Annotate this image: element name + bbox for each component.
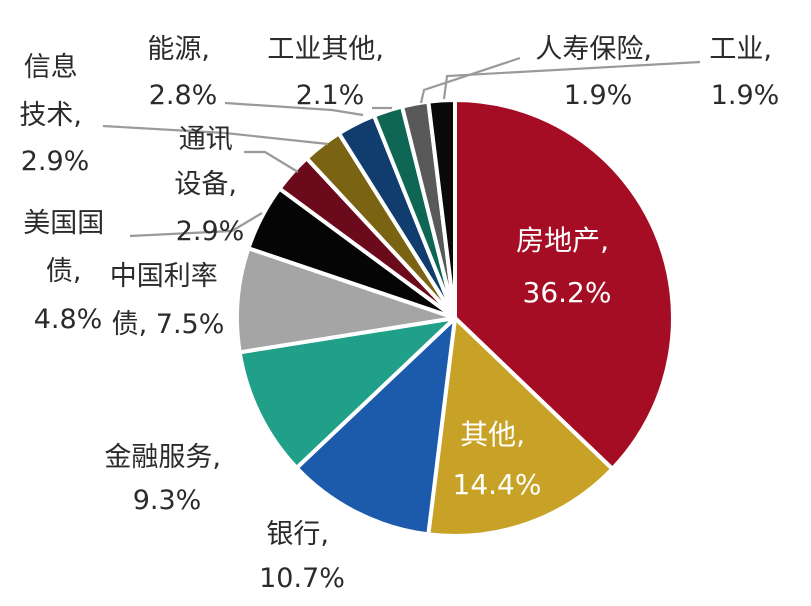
pie-slice-12 [426,98,457,320]
label-it: 信息 技术, 2.9% [19,52,90,177]
label-it-line1: 信息 [24,52,78,83]
label-telecom-value: 2.9% [176,216,245,247]
leader-telecom [244,150,299,173]
label-cn-bond-line2: 债, 7.5% [112,309,225,340]
leader-us-bond [129,212,263,238]
label-financial: 金融服务, 9.3% [104,442,229,516]
label-industry-value: 1.9% [711,80,780,111]
label-other-name: 其他, [460,418,525,451]
label-telecom-line1: 通讯 [179,124,233,155]
label-real-estate: 房地产, 36.2% [516,224,618,309]
label-other-value: 14.4% [453,468,542,501]
leader-it [102,124,329,146]
label-ind-other-value: 2.1% [296,80,365,111]
label-bank-value: 10.7% [259,563,345,594]
label-energy-name: 能源, [147,34,210,65]
label-life-ins: 人寿保险, 1.9% [535,34,660,111]
label-cn-bond-line1: 中国利率 [110,261,218,292]
label-life-ins-name: 人寿保险, [535,34,652,65]
pie-slice-3 [294,316,457,537]
leader-energy [224,101,364,117]
pie-slice-1 [453,98,675,471]
label-us-bond-line1: 美国国 [23,208,104,239]
label-us-bond: 美国国 债, 4.8% [23,208,113,335]
label-bank: 银行, 10.7% [259,519,345,594]
leader-life-ins [419,56,521,104]
label-financial-value: 9.3% [133,485,202,516]
label-it-value: 2.9% [21,146,90,177]
label-industry-name: 工业, [709,34,772,65]
label-cn-bond: 中国利率 债, 7.5% [110,261,227,340]
label-energy: 能源, 2.8% [147,34,218,111]
pie-slice-5 [235,246,457,355]
label-real-estate-value: 36.2% [523,276,612,309]
label-life-ins-value: 1.9% [564,80,633,111]
pie-slice-4 [237,316,457,470]
pie-slice-2 [426,316,615,538]
label-it-line2: 技术, [19,100,82,131]
label-ind-other-name: 工业其他, [267,34,384,65]
label-financial-name: 金融服务, [104,442,221,473]
label-industry: 工业, 1.9% [709,34,780,111]
label-other: 其他, 14.4% [453,418,542,501]
label-telecom-line2: 设备, [174,169,237,200]
label-real-estate-name: 房地产, [516,224,609,257]
leader-industry [442,60,701,100]
label-us-bond-line2: 债, [46,256,82,287]
pie-slices [235,98,675,538]
leader-lines [102,56,701,238]
label-energy-value: 2.8% [149,80,218,111]
label-bank-name: 银行, [266,519,329,550]
label-ind-other: 工业其他, 2.1% [267,34,392,111]
label-us-bond-value: 4.8% [34,304,103,335]
label-telecom: 通讯 设备, 2.9% [174,124,245,247]
